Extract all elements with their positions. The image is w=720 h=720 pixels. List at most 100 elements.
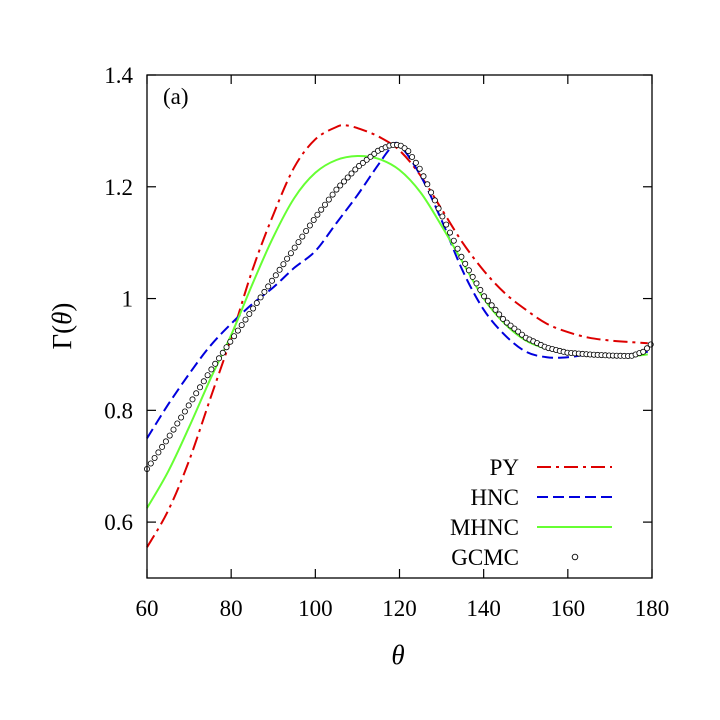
- data-point-gcmc: [310, 216, 317, 223]
- legend-label-py: PY: [490, 455, 520, 480]
- data-point-gcmc: [644, 345, 651, 352]
- legend-label-gcmc: GCMC: [451, 545, 519, 570]
- data-point-gcmc: [511, 325, 518, 332]
- data-point-gcmc: [405, 148, 412, 155]
- data-point-gcmc: [162, 438, 169, 445]
- data-point-gcmc: [318, 206, 325, 213]
- y-axis-title: Γ(θ): [47, 303, 77, 350]
- data-point-gcmc: [333, 186, 340, 193]
- data-point-gcmc: [450, 237, 457, 244]
- legend-item-hnc: HNC: [470, 485, 612, 510]
- data-point-gcmc: [484, 297, 491, 304]
- data-point-gcmc: [507, 322, 514, 329]
- data-point-gcmc: [257, 294, 264, 301]
- data-point-gcmc: [193, 390, 200, 397]
- data-point-gcmc: [303, 227, 310, 234]
- x-tick-label: 100: [298, 596, 333, 621]
- data-point-gcmc: [215, 355, 222, 362]
- data-point-gcmc: [261, 288, 268, 295]
- data-point-gcmc: [284, 255, 291, 262]
- y-axis-title-variable: θ: [47, 312, 77, 325]
- data-point-gcmc: [242, 316, 249, 323]
- y-tick-label: 1.4: [104, 63, 133, 88]
- data-point-gcmc: [515, 328, 522, 335]
- data-point-gcmc: [359, 159, 366, 166]
- plot-frame: [146, 74, 653, 579]
- data-point-gcmc: [469, 273, 476, 280]
- data-point-gcmc: [640, 348, 647, 355]
- data-point-gcmc: [412, 159, 419, 166]
- data-point-gcmc: [454, 245, 461, 252]
- data-point-gcmc: [291, 244, 298, 251]
- data-point-gcmc: [295, 239, 302, 246]
- data-point-gcmc: [174, 420, 181, 427]
- data-point-gcmc: [212, 360, 219, 367]
- y-axis-title-prefix: Γ(: [47, 325, 77, 350]
- data-point-gcmc: [151, 454, 158, 461]
- axis-tick-labels: 60 80 100 120 140 160 180 0.6 0.8 1 1.2 1.4: [104, 63, 669, 621]
- data-point-gcmc: [170, 426, 177, 433]
- x-tick-label: 140: [466, 596, 501, 621]
- data-point-gcmc: [166, 432, 173, 439]
- data-point-gcmc: [352, 166, 359, 173]
- legend: PY HNC MHNC GCMC: [450, 455, 612, 570]
- data-point-gcmc: [219, 349, 226, 356]
- data-point-gcmc: [272, 272, 279, 279]
- data-point-gcmc: [519, 331, 526, 338]
- data-point-gcmc: [178, 414, 185, 421]
- data-point-gcmc: [420, 173, 427, 180]
- data-point-gcmc: [325, 196, 332, 203]
- data-point-gcmc: [268, 277, 275, 284]
- data-point-gcmc: [477, 286, 484, 293]
- data-point-gcmc: [348, 170, 355, 177]
- data-point-gcmc: [465, 267, 472, 274]
- legend-label-hnc: HNC: [470, 485, 519, 510]
- data-point-gcmc: [337, 182, 344, 189]
- x-tick-label: 60: [136, 596, 159, 621]
- data-point-gcmc: [458, 253, 465, 260]
- data-point-gcmc: [234, 327, 241, 334]
- data-point-gcmc: [363, 156, 370, 163]
- axis-ticks: [146, 74, 653, 578]
- data-point-gcmc: [246, 310, 253, 317]
- data-point-gcmc: [208, 366, 215, 373]
- data-point-gcmc: [306, 222, 313, 229]
- data-point-gcmc: [356, 162, 363, 169]
- data-point-gcmc: [499, 315, 506, 322]
- data-point-gcmc: [321, 201, 328, 208]
- data-point-gcmc: [265, 283, 272, 290]
- data-point-gcmc: [287, 250, 294, 257]
- data-point-gcmc: [428, 189, 435, 196]
- data-point-gcmc: [439, 213, 446, 220]
- y-tick-label: 0.6: [104, 510, 133, 535]
- legend-marker-gcmc: [571, 553, 579, 561]
- data-point-gcmc: [488, 302, 495, 309]
- x-tick-label: 80: [220, 596, 243, 621]
- series-gcmc-markers: [143, 141, 654, 472]
- data-point-gcmc: [424, 181, 431, 188]
- data-point-gcmc: [223, 344, 230, 351]
- data-point-gcmc: [227, 338, 234, 345]
- series-py-line: [146, 124, 648, 548]
- data-point-gcmc: [443, 221, 450, 228]
- data-point-gcmc: [253, 299, 260, 306]
- data-point-gcmc: [473, 280, 480, 287]
- x-tick-label: 180: [635, 596, 670, 621]
- data-point-gcmc: [299, 233, 306, 240]
- data-point-gcmc: [314, 211, 321, 218]
- y-tick-label: 0.8: [104, 398, 133, 423]
- legend-item-mhnc: MHNC: [450, 515, 612, 540]
- series-hnc-line: [146, 141, 648, 439]
- data-point-gcmc: [446, 229, 453, 236]
- data-point-gcmc: [367, 153, 374, 160]
- data-point-gcmc: [189, 396, 196, 403]
- y-axis-title-suffix: ): [47, 303, 77, 312]
- data-point-gcmc: [250, 305, 257, 312]
- data-point-gcmc: [492, 306, 499, 313]
- data-point-gcmc: [431, 197, 438, 204]
- data-point-gcmc: [416, 165, 423, 172]
- data-point-gcmc: [200, 378, 207, 385]
- data-point-gcmc: [280, 261, 287, 268]
- data-point-gcmc: [276, 266, 283, 273]
